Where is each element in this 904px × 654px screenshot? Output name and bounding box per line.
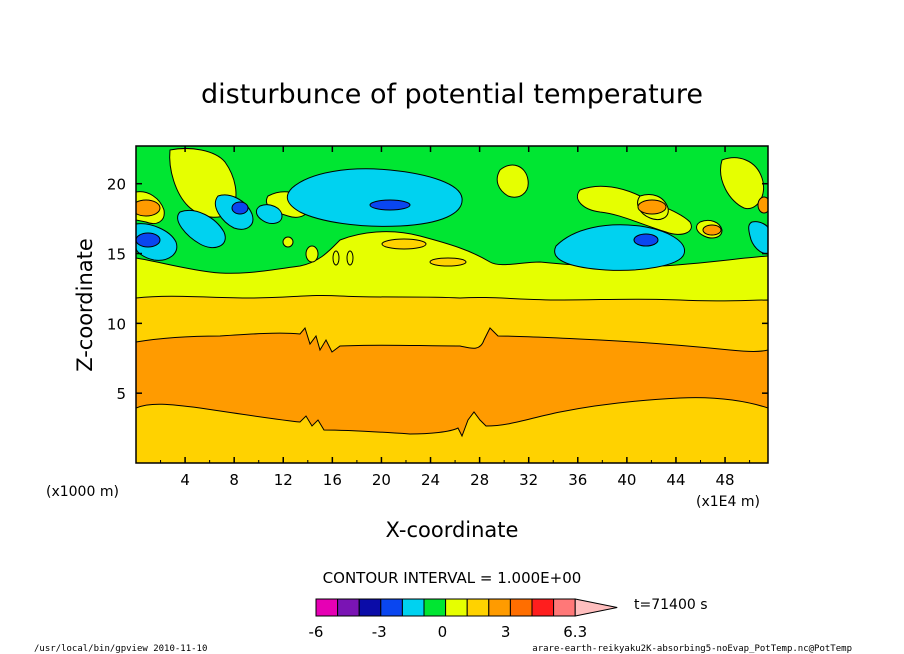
x-tick-label: 8 <box>229 471 239 489</box>
blob-yellow-c <box>332 250 340 266</box>
plot-frame <box>135 145 769 464</box>
colorbar-cell <box>531 598 555 617</box>
x-tick-label: 4 <box>180 471 190 489</box>
contour-field <box>136 146 768 463</box>
colorbar-cell <box>337 598 360 617</box>
colorbar-tick-label: 6.3 <box>563 623 587 641</box>
footer-right: arare-earth-reikyaku2K-absorbing5-noEvap… <box>532 644 852 654</box>
anomaly-cyan-small <box>255 204 283 224</box>
colorbar-tick-label: -6 <box>309 623 324 641</box>
x-tick-label: 12 <box>274 471 293 489</box>
time-label: t=71400 s <box>634 597 708 613</box>
lobe-yellow-4 <box>577 185 692 235</box>
colorbar-cell <box>445 598 468 617</box>
x-tick-label: 32 <box>519 471 538 489</box>
contour-interval-label: CONTOUR INTERVAL = 1.000E+00 <box>323 569 582 587</box>
anomaly-orange-right <box>637 199 667 215</box>
blob-yellow-b <box>305 245 319 263</box>
footer-left: /usr/local/bin/gpview 2010-11-10 <box>34 644 207 654</box>
x-tick-label: 28 <box>470 471 489 489</box>
anomaly-cyan-edge <box>748 221 768 255</box>
x-axis-label: X-coordinate <box>386 518 519 542</box>
y-tick-label: 20 <box>107 176 126 194</box>
x-tick-label: 40 <box>617 471 636 489</box>
colorbar-cell <box>401 598 425 617</box>
x-unit-right: (x1E4 m) <box>696 494 760 510</box>
blob-gold-f <box>429 257 467 267</box>
chart-title: disturbunce of potential temperature <box>201 79 703 110</box>
y-axis-label: Z-coordinate <box>73 238 97 372</box>
y-axis-ticks: 5 10 15 20 <box>107 176 768 403</box>
x-axis-ticks: 4 8 12 16 20 24 28 32 36 40 44 48 <box>160 146 751 489</box>
anomaly-cyan-mid-left <box>177 210 226 248</box>
anomaly-orange-edge <box>757 196 768 214</box>
x-tick-label: 44 <box>666 471 685 489</box>
anomaly-orange-right2 <box>702 224 722 236</box>
x-unit-left: (x1000 m) <box>46 484 119 500</box>
x-tick-label: 16 <box>323 471 342 489</box>
blob-yellow-d <box>346 250 354 266</box>
blob-yellow-a <box>282 236 294 248</box>
anomaly-blue-center <box>369 199 411 211</box>
y-tick-label: 5 <box>116 385 126 403</box>
colorbar-cell <box>488 598 511 617</box>
x-tick-label: 20 <box>372 471 391 489</box>
colorbar-cell <box>423 598 447 617</box>
colorbar-tick-label: 0 <box>438 623 448 641</box>
anomaly-orange-left <box>136 199 161 217</box>
blob-gold-e <box>381 238 427 250</box>
colorbar-cell <box>315 598 339 617</box>
anomaly-cyan-center <box>286 168 463 227</box>
y-tick-label: 15 <box>107 246 126 264</box>
x-tick-label: 36 <box>568 471 587 489</box>
colorbar: -6 -3 0 3 6.3 <box>309 598 618 641</box>
colorbar-tick-label: -3 <box>372 623 387 641</box>
colorbar-extension <box>574 598 618 617</box>
colorbar-cell <box>553 598 576 617</box>
lobe-yellow-3 <box>496 164 529 198</box>
colorbar-cell <box>358 598 382 617</box>
colorbar-cell <box>509 598 533 617</box>
anomaly-blue-left <box>136 232 161 248</box>
anomaly-blue-right <box>633 233 659 247</box>
field-gold-lower <box>136 397 768 463</box>
anomaly-blue-upper-left <box>231 201 249 215</box>
colorbar-tick-label: 3 <box>501 623 511 641</box>
colorbar-cell <box>380 598 403 617</box>
colorbar-cell <box>466 598 490 617</box>
x-tick-label: 48 <box>716 471 735 489</box>
x-tick-label: 24 <box>421 471 440 489</box>
y-tick-label: 10 <box>107 315 126 333</box>
